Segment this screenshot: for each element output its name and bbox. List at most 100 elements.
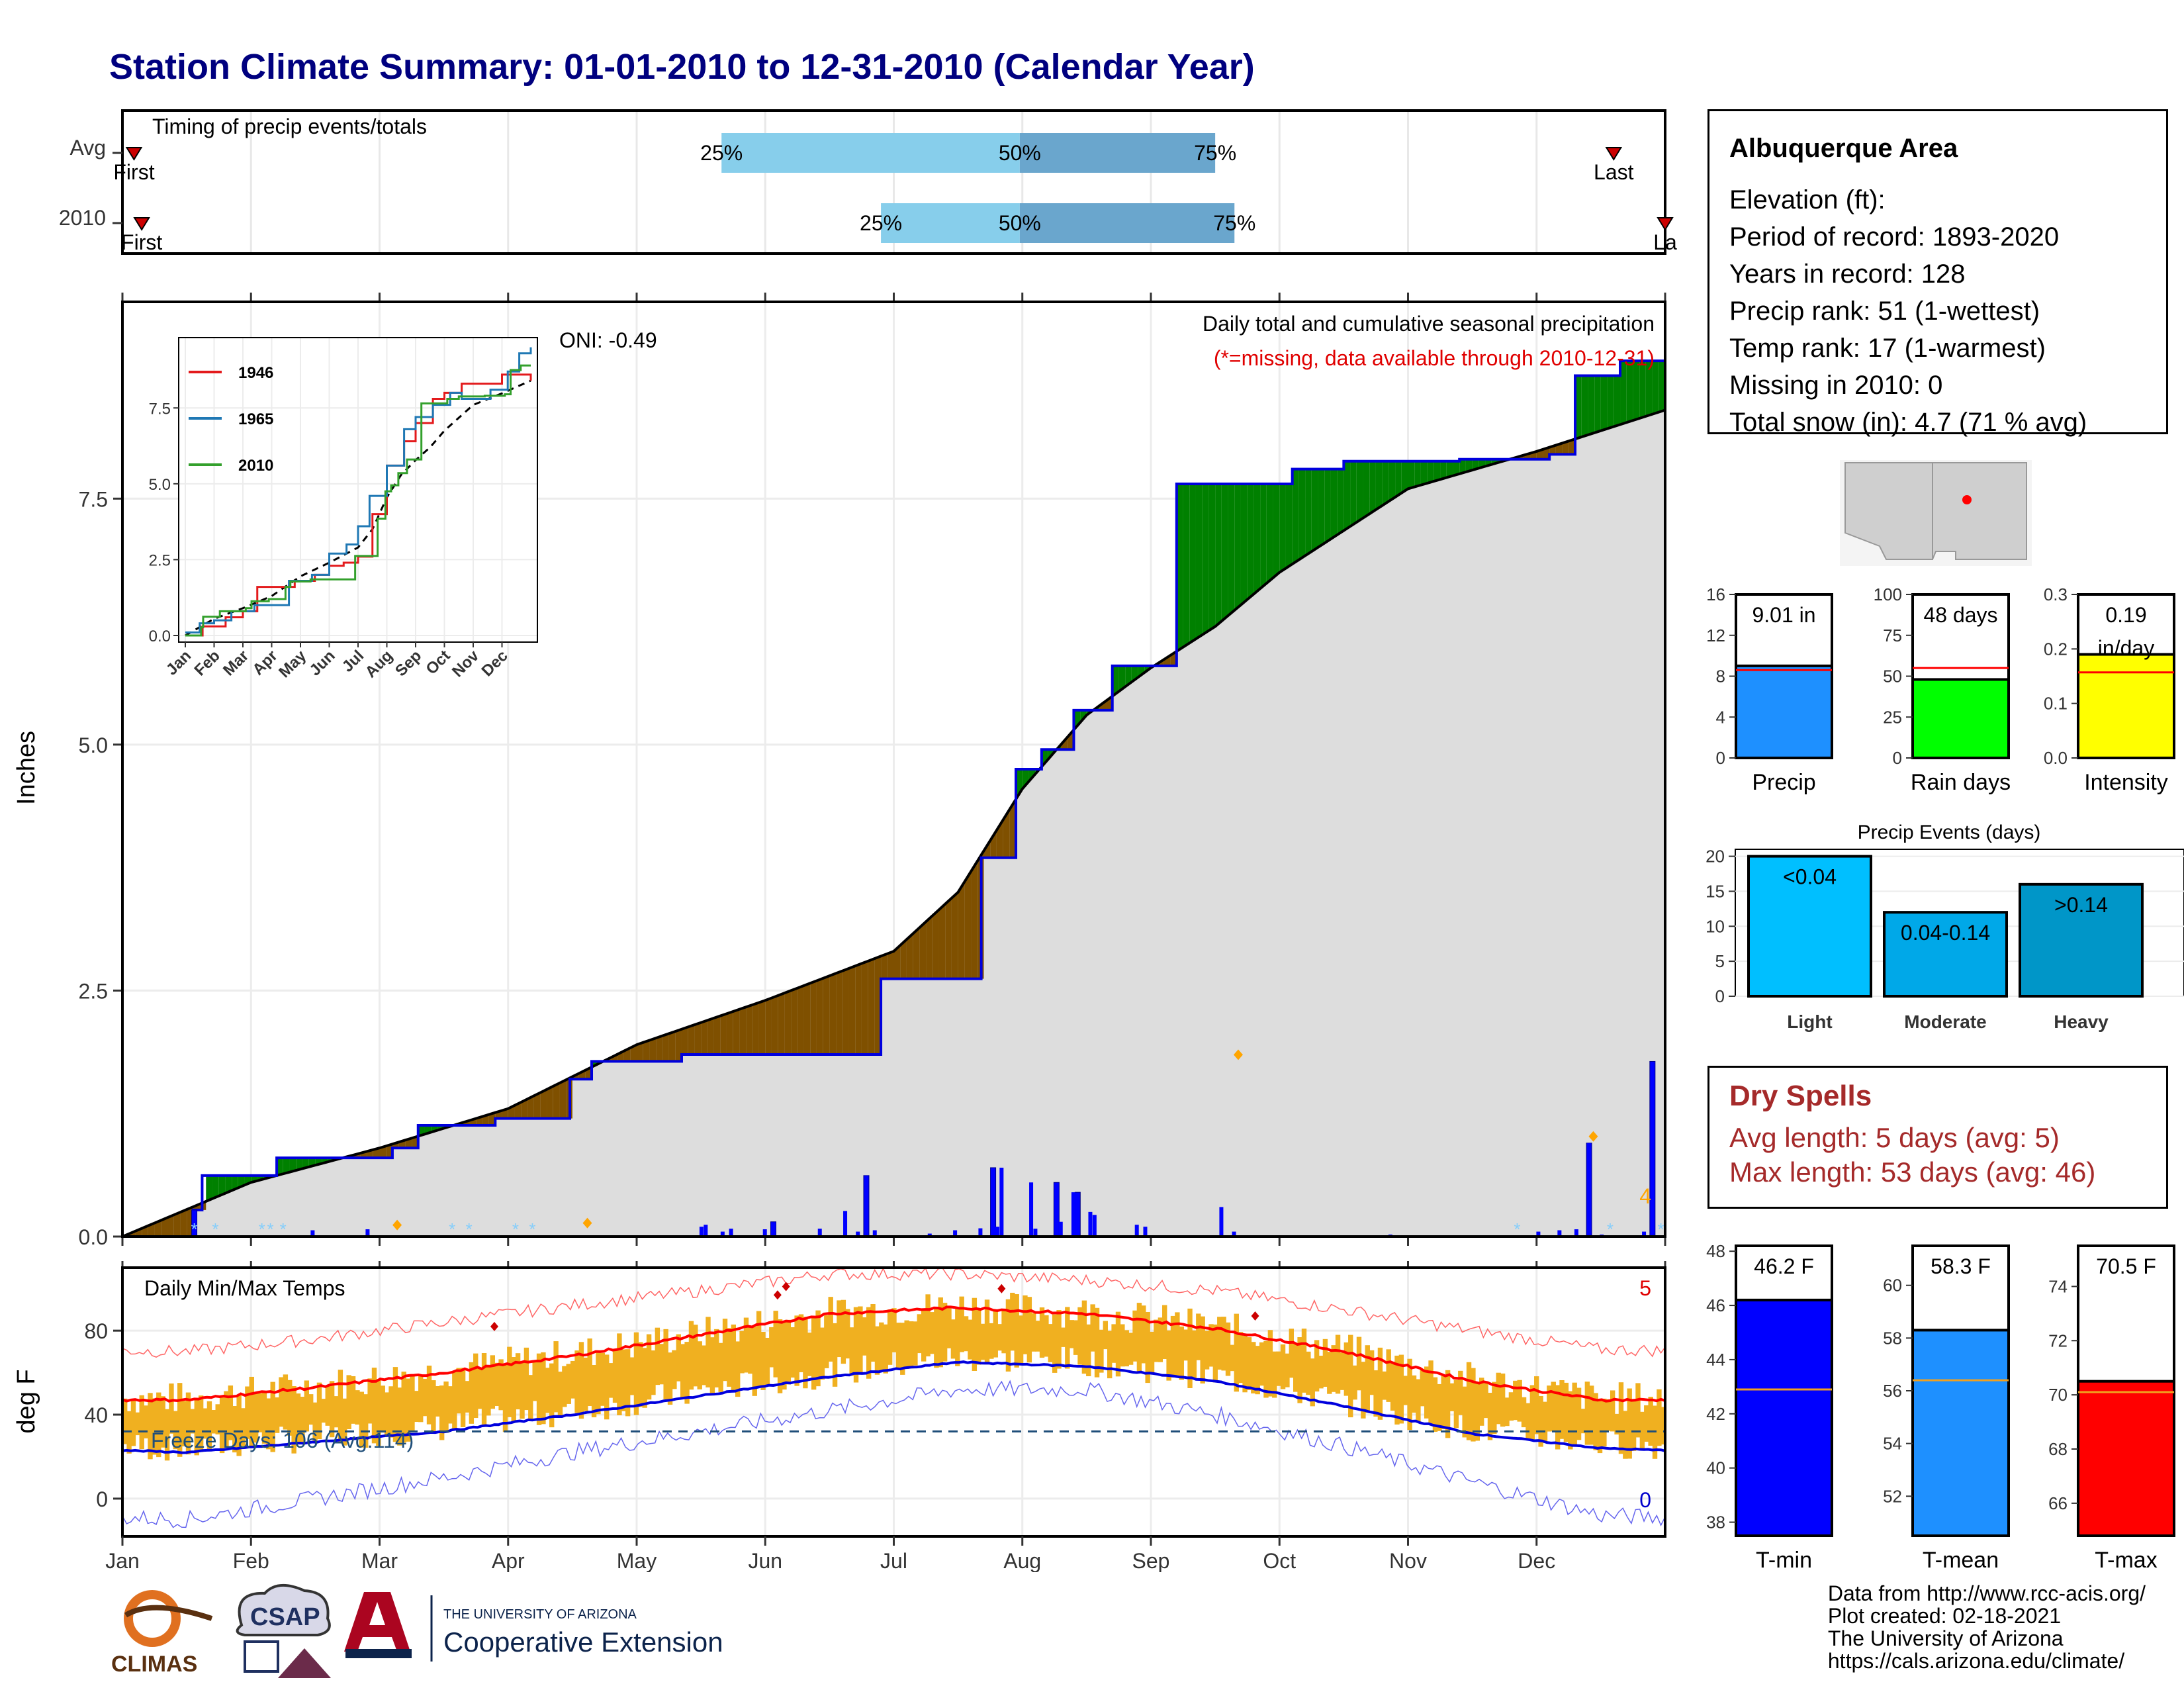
precip-above-avg-area [206,1175,212,1201]
temp-daily-bar [342,1398,347,1446]
precip-above-avg-area [1208,483,1216,631]
precip-daily-bar [1649,1060,1656,1237]
precip-below-avg-area [951,892,958,979]
temp-daily-bar [993,1309,998,1358]
precip-below-avg-area [173,1212,181,1237]
mini-bar-tick-label: 0.2 [2044,639,2068,659]
ua-logo: THE UNIVERSITY OF ARIZONA Cooperative Ex… [344,1592,723,1662]
temp-daily-bar [1606,1399,1611,1431]
temp-daily-bar [1293,1344,1298,1392]
temp-daily-bar [849,1327,854,1376]
snow-marker: * [191,1219,198,1239]
mini-bar-tick-label: 16 [1706,585,1725,604]
temp-daily-bar [1225,1322,1231,1376]
timing-marker [125,147,143,161]
precip-above-avg-area [1189,483,1196,643]
precip-y-label: Inches [13,731,40,805]
temp-daily-bar [1420,1370,1425,1407]
temp-daily-bar [1322,1338,1328,1387]
timing-panel: Timing of precip events/totals 25% 50% 75%… [59,109,1677,255]
temp-daily-bar [1306,1351,1311,1395]
temp-daily-bar [388,1386,394,1438]
temp-daily-bar [346,1375,351,1429]
temp-daily-bar [874,1326,880,1375]
temp-daily-bar [502,1365,508,1432]
temp-daily-bar [1657,1389,1662,1446]
inset-x-tick-label: Mar [220,647,252,679]
csap-logo: CSAP [236,1583,331,1678]
month-tick-label: Mar [361,1549,398,1572]
precip-below-avg-area [778,993,785,1055]
temp-daily-bar [824,1315,829,1368]
temp-daily-bar [900,1323,905,1375]
precip-below-avg-area [848,966,856,1055]
mini-bar-label: 58.3 F [1931,1254,1991,1278]
precip-below-avg-area [1003,809,1010,858]
temp-daily-bar [693,1325,698,1387]
temp-daily-bar [718,1342,723,1392]
temp-daily-bar [1145,1311,1150,1383]
timing-pct-label: 25% [700,141,743,165]
temp-daily-bar [1094,1307,1100,1378]
temp-daily-bar [367,1378,373,1424]
temp-daily-bar [811,1316,817,1390]
temp-daily-bar [786,1319,792,1385]
month-tick-label: Jun [748,1549,782,1572]
precip-below-avg-area [1562,441,1569,455]
precip-below-avg-area [167,1215,174,1237]
precip-daily-bar [1134,1225,1139,1237]
temp-daily-bar [832,1323,838,1387]
temp-daily-bar [1534,1376,1539,1434]
mini-bar-label: 9.01 in [1752,603,1815,627]
temp-daily-bar [511,1357,516,1422]
events-bar-label: <0.04 [1783,865,1837,889]
timing-bar-late [1019,203,1235,243]
temp-daily-bar [997,1324,1003,1351]
temp-daily-bar [435,1386,440,1417]
inset-series-line [185,364,531,637]
temp-daily-bar [1204,1331,1210,1370]
temp-daily-bar [845,1309,850,1359]
precip-above-avg-area [1645,361,1653,416]
precip-below-avg-area [816,978,823,1055]
timing-marker-label: Last [1594,160,1634,184]
temp-daily-bar [1297,1337,1302,1403]
precip-daily-bar [953,1230,958,1237]
temp-daily-bar [714,1329,719,1387]
temp-daily-bar [443,1382,449,1433]
temp-daily-bar [925,1294,931,1357]
mini-bar-tick-label: 75 [1883,626,1902,645]
mini-bar-tick-label: 52 [1883,1486,1902,1506]
temp-daily-bar [562,1366,567,1407]
temp-daily-bar [1479,1378,1484,1426]
precip-below-avg-area [836,970,842,1055]
mini-bar-name: T-max [2095,1548,2157,1573]
inset-legend: 1946 1965 2010 [189,364,273,475]
record-high-marker [997,1284,1006,1293]
temp-daily-bar [968,1319,973,1360]
temp-daily-bar [748,1327,753,1374]
precip-above-avg-area [1465,459,1473,472]
temp-daily-bar [984,1299,990,1364]
temp-daily-bar [1026,1297,1032,1363]
precip-daily-bar [1232,1231,1236,1237]
station-info-box: Albuquerque Area Elevation (ft): Period … [1707,109,2168,437]
precip-above-avg-area [1183,483,1190,647]
events-bar-name: Heavy [2054,1011,2109,1032]
climas-text: CLIMAS [111,1652,197,1677]
location-map [1840,460,2032,566]
timing-rows: 25% 50% 75% First Last 25% 50% 75% First La [113,133,1677,254]
temp-daily-bar [688,1321,694,1390]
precip-above-avg-area [283,1158,290,1174]
temp-daily-bar [1441,1376,1446,1430]
temp-daily-bar [642,1348,647,1408]
precip-above-avg-area [1253,483,1261,594]
precip-above-avg-area [1279,483,1286,573]
precip-above-avg-area [296,1158,302,1171]
mini-bar-tick-label: 0.3 [2044,585,2068,604]
inset-y-tick-label: 2.5 [149,551,171,569]
temp-y-axis: 0 40 80 [84,1261,1666,1511]
precip-above-avg-area [1420,461,1428,485]
temp-daily-bar [1052,1314,1058,1373]
temp-daily-bar [1069,1320,1074,1348]
